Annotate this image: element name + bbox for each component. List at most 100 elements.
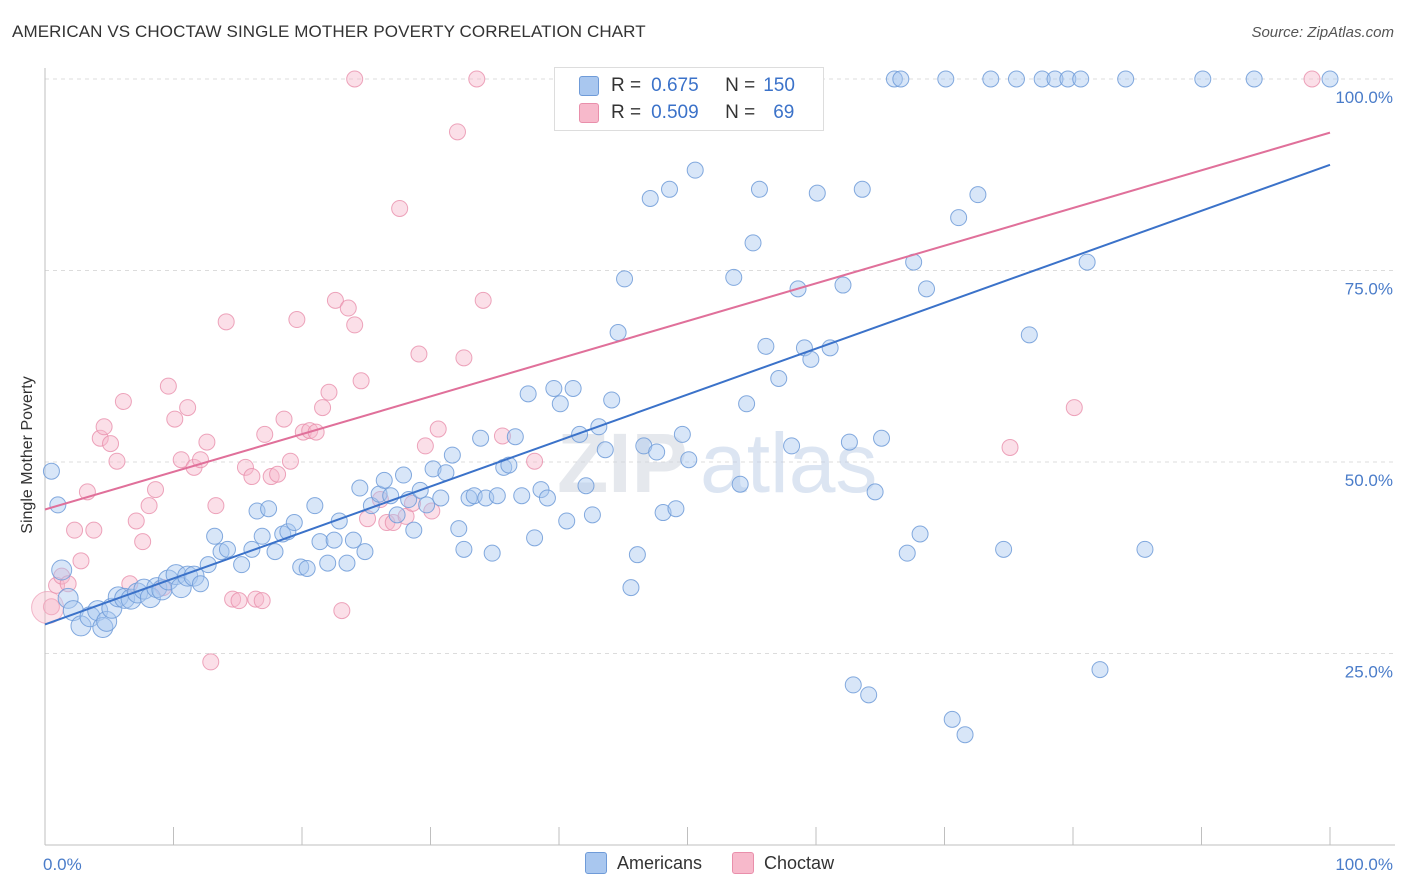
american-point [995, 540, 1013, 558]
american-point [802, 350, 820, 368]
choctaw-point [333, 602, 351, 620]
choctaw-point [114, 392, 132, 410]
american-point [243, 540, 261, 558]
american-point [622, 579, 640, 597]
american-point [950, 209, 968, 227]
american-point [808, 184, 826, 202]
choctaw-point [102, 435, 120, 453]
series-legend: Americans Choctaw [585, 852, 834, 874]
choctaw-point [288, 311, 306, 329]
american-point [199, 556, 217, 574]
american-point [911, 525, 929, 543]
choctaw-point [108, 452, 126, 470]
choctaw-point [217, 313, 235, 331]
american-point [654, 504, 672, 522]
american-point [266, 543, 284, 561]
americans-swatch-icon [579, 76, 599, 96]
american-point [1117, 70, 1135, 88]
choctaw-point [1303, 70, 1321, 88]
american-point [506, 428, 524, 446]
american-point [1136, 540, 1154, 558]
choctaw-point [127, 512, 145, 530]
american-point [338, 554, 356, 572]
axes [44, 68, 1395, 846]
r-label: R = [611, 75, 642, 96]
american-point [483, 544, 501, 562]
american-point [532, 481, 550, 499]
choctaw-point [179, 399, 197, 417]
american-point [661, 180, 679, 198]
american-point [519, 385, 537, 403]
american-point [770, 370, 788, 388]
american-point [70, 615, 92, 637]
watermark-zip: ZIP [557, 416, 688, 510]
american-point [918, 280, 936, 298]
american-point [424, 460, 442, 478]
american-point [577, 477, 595, 495]
american-point [405, 521, 423, 539]
american-point [731, 475, 749, 493]
american-point [206, 527, 224, 545]
choctaw-point [147, 481, 165, 499]
american-point [253, 527, 271, 545]
choctaw-point [416, 437, 434, 455]
american-point [603, 391, 621, 409]
american-point [783, 437, 801, 455]
choctaw-point [448, 123, 466, 141]
choctaw-legend-label: Choctaw [764, 852, 835, 873]
n-label: N = [725, 75, 756, 96]
choctaw-point [198, 433, 216, 451]
choctaw-point [243, 468, 261, 486]
tick-labels: 25.0% 50.0% 75.0% 100.0% 0.0% 100.0% [43, 88, 1393, 874]
american-point [344, 531, 362, 549]
american-point [558, 512, 576, 530]
choctaw-point [526, 452, 544, 470]
american-point [821, 339, 839, 357]
choctaw-swatch-icon [579, 103, 599, 123]
american-point [538, 489, 556, 507]
american-point [526, 529, 544, 547]
american-point [885, 70, 903, 88]
american-point [218, 540, 236, 558]
american-point [513, 487, 531, 505]
american-point [673, 425, 691, 443]
american-point [686, 161, 704, 179]
choctaw-point [224, 590, 242, 608]
choctaw-point [1065, 399, 1083, 417]
choctaw-point [172, 451, 190, 469]
trend-lines [44, 131, 1331, 626]
american-point [260, 500, 278, 518]
choctaw-trend-line [44, 131, 1331, 511]
choctaw-point [91, 429, 109, 447]
choctaw-point [281, 452, 299, 470]
americans-trend-line [44, 163, 1331, 626]
y-tick-label-25: 25.0% [1345, 663, 1393, 682]
american-point [853, 180, 871, 198]
source-label: Source: ZipAtlas.com [1251, 24, 1394, 41]
r-label: R = [611, 102, 642, 123]
american-point [1033, 70, 1051, 88]
american-point [96, 610, 118, 632]
choctaw-point [66, 521, 84, 539]
choctaw-point [230, 592, 248, 610]
american-point [757, 337, 775, 355]
american-point [418, 496, 436, 514]
legend-row-choctaw: R = 0.509 N = 69 [579, 101, 794, 125]
choctaw-point [474, 291, 492, 309]
choctaw-point [42, 598, 60, 616]
choctaw-point [339, 299, 357, 317]
choctaw-point [493, 427, 511, 445]
american-point [750, 180, 768, 198]
stats-legend: R = 0.675 N = 150 R = 0.509 N = 69 [554, 67, 824, 131]
y-tick-label-100: 100.0% [1335, 88, 1393, 107]
choctaw-point [95, 418, 113, 436]
choctaw-point [247, 590, 265, 608]
american-point [351, 479, 369, 497]
american-point [1245, 70, 1263, 88]
choctaw-point [1001, 438, 1019, 456]
choctaw-point [346, 316, 364, 334]
american-point [375, 471, 393, 489]
american-point [616, 270, 634, 288]
american-point [956, 726, 974, 744]
watermark-atlas: atlas [700, 416, 877, 510]
